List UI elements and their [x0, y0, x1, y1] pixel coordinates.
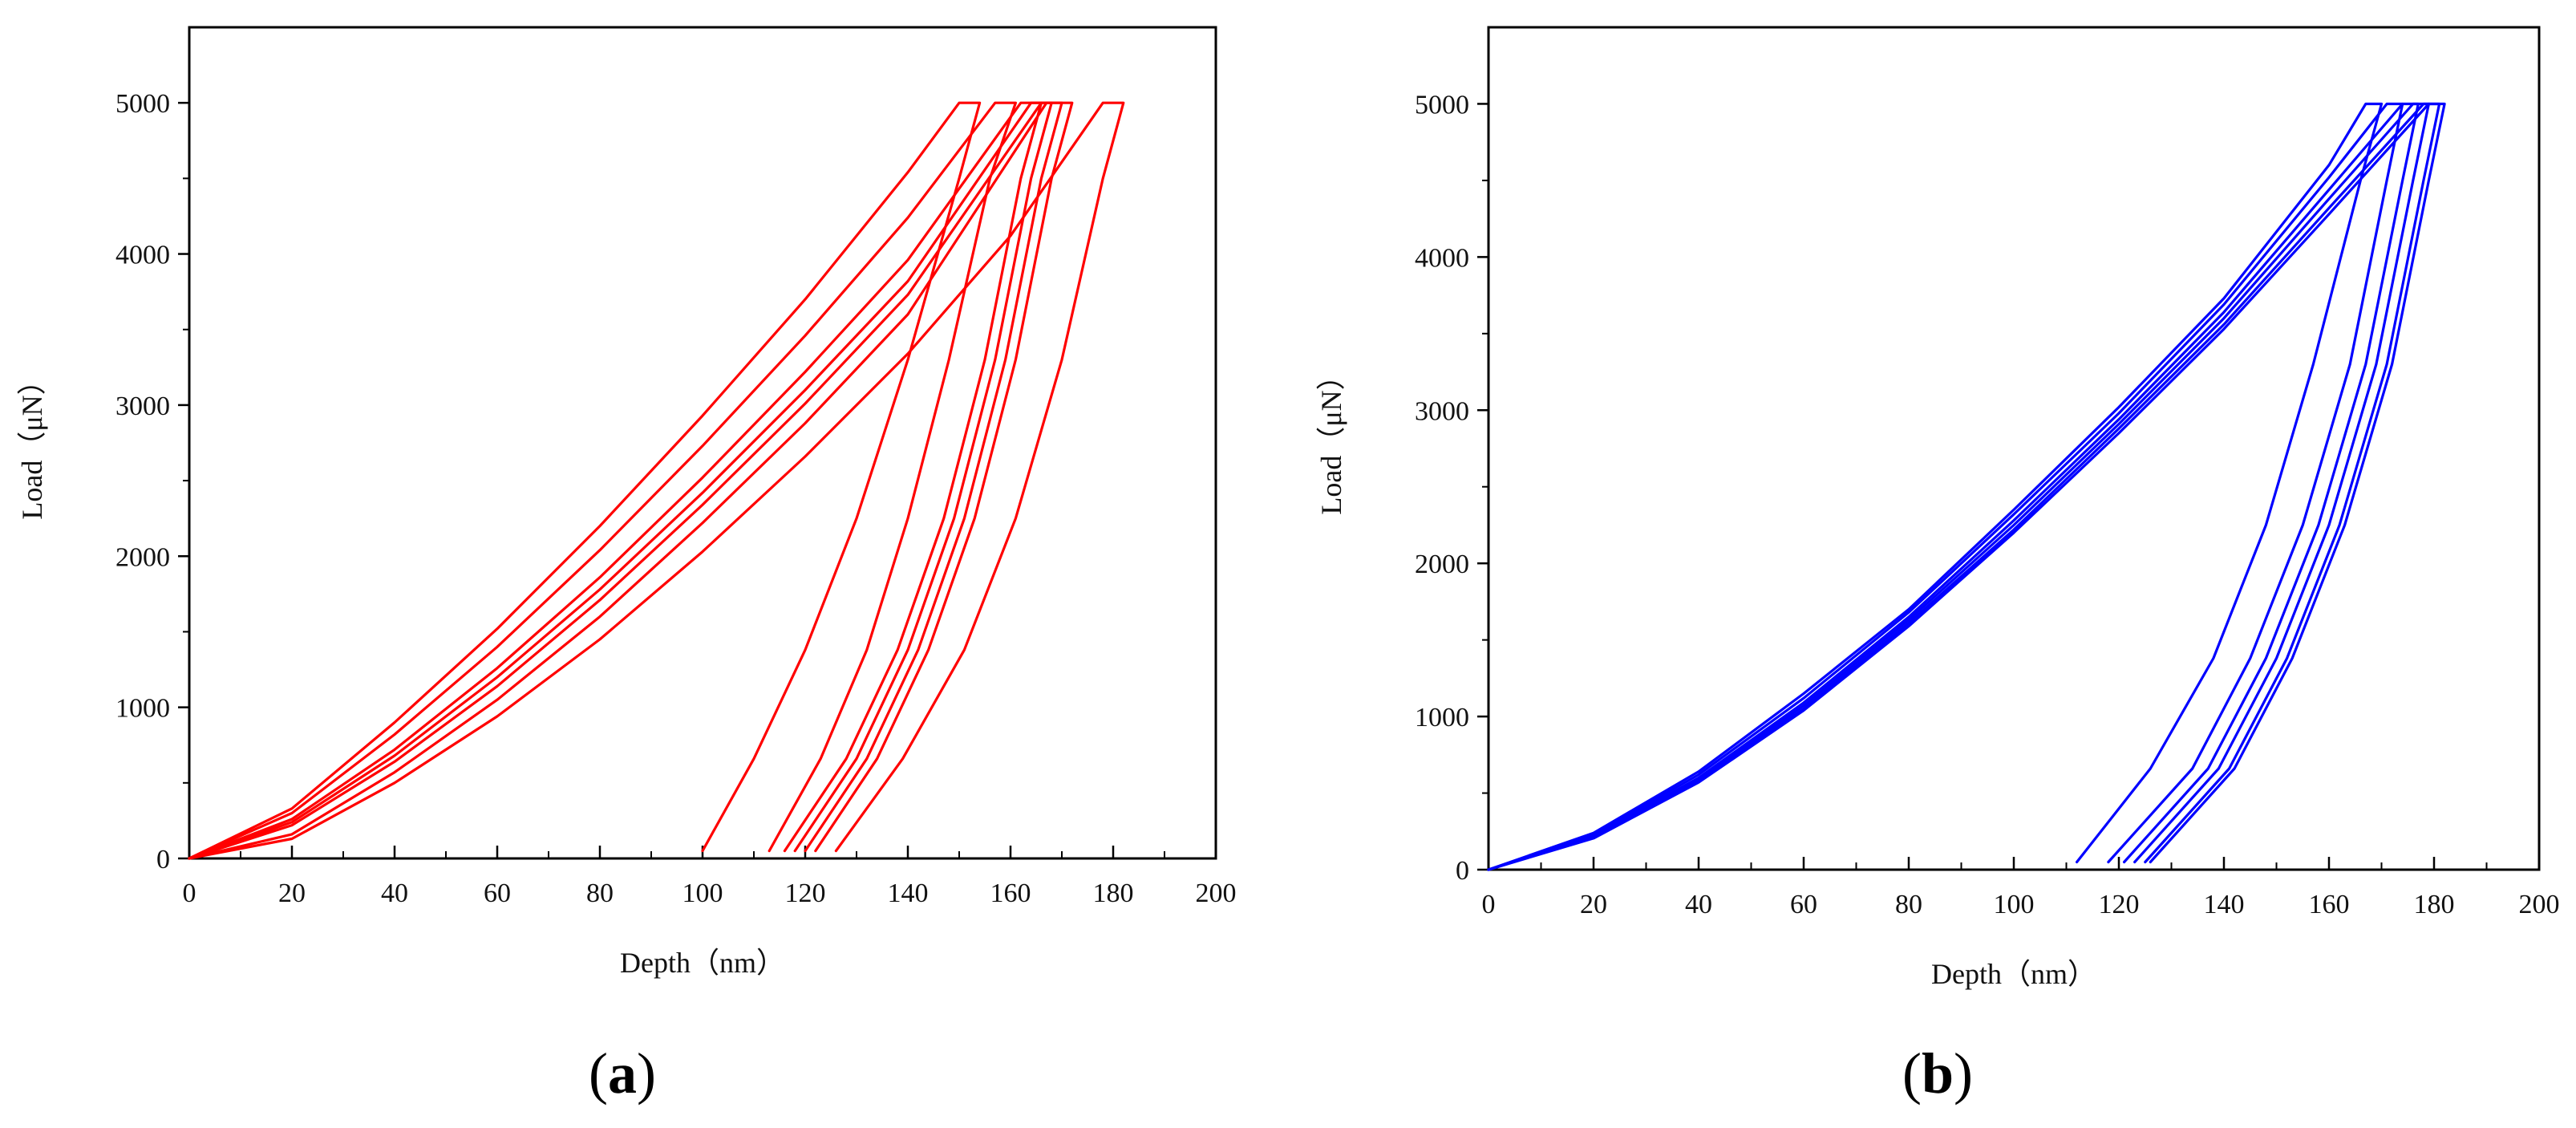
- series-group-a: [188, 101, 1125, 860]
- panel-letter-b: b: [1922, 1041, 1954, 1106]
- plot-frame-b: [1487, 26, 2541, 871]
- x-tick-label: 60: [1790, 890, 1817, 919]
- chart-panel-b: 0 20 40 60 80 100 120 140 160 180 2000100020003000…: [1315, 26, 2560, 1106]
- x-tick-label: 140: [2204, 890, 2245, 919]
- x-tick-label: 60: [484, 878, 511, 908]
- x-tick-label: 20: [278, 878, 306, 908]
- x-tick-label: 40: [381, 878, 408, 908]
- x-tick-label: 200: [2519, 890, 2560, 919]
- series-line-3: [1487, 102, 2420, 871]
- x-tick-label: 100: [682, 878, 723, 908]
- x-tick-label: 200: [1196, 878, 1237, 908]
- y-tick-label: 4000: [1415, 243, 1469, 273]
- x-tick-label: 140: [888, 878, 929, 908]
- series-line-2: [188, 101, 1017, 860]
- series-group-b: [1487, 102, 2446, 871]
- series-line-2: [1487, 102, 2404, 871]
- x-tick-label: 160: [990, 878, 1031, 908]
- series-line-4: [188, 101, 1053, 860]
- y-tick-label: 1000: [115, 694, 170, 724]
- y-tick-label: 0: [1456, 856, 1469, 886]
- series-line-7: [188, 101, 1125, 860]
- panel-label-b: (b): [1902, 1041, 1973, 1106]
- axis-ticks-b: 0 20 40 60 80 100 120 140 160 180 2000100020003000…: [1415, 90, 2560, 919]
- x-tick-label: 120: [785, 878, 826, 908]
- series-line-5: [188, 101, 1063, 860]
- x-tick-label: 20: [1580, 890, 1607, 919]
- y-tick-label: 2000: [1415, 550, 1469, 579]
- series-line-6: [188, 101, 1074, 860]
- y-tick-label: 0: [156, 845, 170, 874]
- series-line-5: [1487, 102, 2441, 871]
- x-tick-label: 160: [2309, 890, 2350, 919]
- y-tick-label: 5000: [115, 89, 170, 119]
- axis-ticks-a: 0 20 40 60 80 100 120 140 160 180 2000100020003000…: [115, 89, 1237, 908]
- y-tick-label: 4000: [115, 241, 170, 270]
- x-tick-label: 100: [1994, 890, 2035, 919]
- y-tick-label: 2000: [115, 542, 170, 572]
- x-tick-label: 0: [1482, 890, 1496, 919]
- x-tick-label: 80: [586, 878, 614, 908]
- series-line-4: [1487, 102, 2430, 871]
- y-tick-label: 3000: [1415, 396, 1469, 426]
- series-line-1: [188, 101, 982, 860]
- series-line-3: [188, 101, 1043, 860]
- y-axis-title-b: Load（μN）: [1315, 361, 1347, 514]
- chart-panel-a: 0 20 40 60 80 100 120 140 160 180 2000100020003000…: [16, 26, 1237, 1106]
- panel-label-a: (a): [589, 1041, 656, 1106]
- x-tick-label: 80: [1895, 890, 1922, 919]
- x-tick-label: 180: [1093, 878, 1134, 908]
- y-tick-label: 3000: [115, 392, 170, 421]
- x-tick-label: 40: [1685, 890, 1712, 919]
- panel-letter-a: a: [608, 1041, 637, 1106]
- series-line-6: [1487, 102, 2446, 871]
- y-tick-label: 1000: [1415, 703, 1469, 732]
- x-tick-label: 180: [2414, 890, 2455, 919]
- series-line-1: [1487, 102, 2384, 871]
- x-axis-title-a: Depth（nm）: [620, 947, 785, 979]
- y-axis-title-a: Load（μN）: [16, 366, 48, 519]
- x-tick-label: 0: [183, 878, 196, 908]
- x-tick-label: 120: [2099, 890, 2140, 919]
- y-tick-label: 5000: [1415, 90, 1469, 120]
- plot-frame-a: [188, 26, 1217, 860]
- x-axis-title-b: Depth（nm）: [1931, 958, 2096, 990]
